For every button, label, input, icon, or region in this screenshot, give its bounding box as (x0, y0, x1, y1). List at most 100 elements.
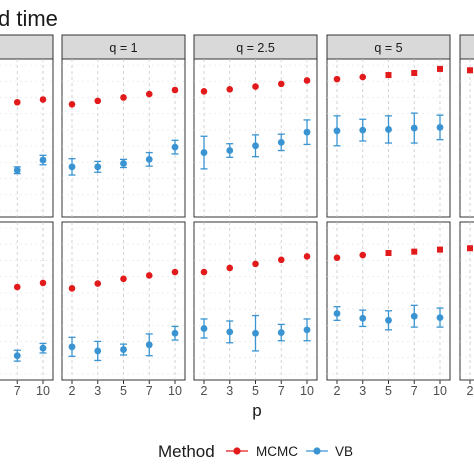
mcmc-point (467, 67, 473, 74)
vb-point (200, 149, 208, 156)
mcmc-point (94, 97, 102, 105)
mcmc-point (385, 250, 392, 256)
x-tick-label: 10 (36, 384, 50, 398)
vb-point (226, 328, 234, 336)
legend-key-vb (306, 447, 328, 455)
mcmc-point (39, 279, 47, 287)
mcmc-point (437, 65, 443, 72)
vb-point (200, 325, 208, 332)
vb-point (359, 314, 367, 322)
vb-point (359, 126, 367, 134)
vb-point (13, 166, 21, 174)
mcmc-point (68, 285, 76, 292)
vb-point (120, 160, 127, 167)
vb-point (145, 341, 153, 349)
facet-strip-label: q = 1 (109, 41, 137, 55)
vb-point (333, 127, 341, 135)
x-tick-label: 5 (120, 384, 127, 398)
mcmc-point (171, 86, 179, 94)
chart-title: d time (0, 6, 58, 31)
x-tick-label: 2 (69, 384, 76, 398)
mcmc-point (411, 248, 418, 255)
mcmc-point (277, 256, 285, 264)
vb-point (120, 346, 127, 353)
x-tick-label: 10 (300, 384, 314, 398)
vb-point (145, 155, 153, 163)
vb-point (277, 138, 285, 146)
vb-point (39, 344, 47, 352)
x-tick-label: 10 (433, 384, 447, 398)
x-tick-label: 7 (146, 384, 153, 398)
vb-point (303, 128, 311, 136)
panel-frame (0, 58, 54, 218)
vb-point (252, 142, 259, 150)
vb-point (39, 156, 47, 164)
x-tick-label: 7 (411, 384, 418, 398)
mcmc-point (171, 268, 179, 276)
mcmc-point (200, 268, 208, 276)
vb-point (385, 316, 392, 324)
vb-point (436, 314, 444, 321)
vb-point (277, 329, 285, 336)
legend-label-mcmc: MCMC (256, 444, 298, 459)
x-tick-label: 7 (14, 384, 21, 398)
mcmc-point (252, 83, 259, 90)
x-tick-label: 10 (168, 384, 182, 398)
x-tick-label: 2 (201, 384, 208, 398)
mcmc-point (120, 275, 127, 283)
vb-point (68, 343, 76, 351)
vb-point (171, 329, 179, 337)
vb-point (436, 124, 444, 131)
vb-point (226, 147, 234, 154)
facet-strip (326, 34, 451, 60)
legend-title: Method (158, 442, 215, 461)
vb-point (303, 326, 311, 334)
mcmc-point (437, 246, 443, 253)
x-tick-label: 7 (278, 384, 285, 398)
mcmc-point (39, 96, 47, 103)
x-axis-label: p (252, 401, 261, 420)
facet-strip (459, 34, 474, 60)
mcmc-point (333, 75, 341, 83)
x-tick-label: 3 (359, 384, 366, 398)
panels: .5q = 1q = 2.5q = 5235710235710235710710… (0, 34, 474, 398)
mcmc-point (226, 86, 234, 93)
mcmc-point (145, 272, 153, 279)
mcmc-point (467, 245, 473, 252)
mcmc-point (411, 70, 418, 76)
legend-label-vb: VB (335, 444, 353, 459)
x-tick-label: 3 (226, 384, 233, 398)
vb-point (94, 347, 102, 355)
mcmc-point (94, 280, 102, 287)
mcmc-point (252, 260, 259, 268)
mcmc-point (359, 251, 367, 259)
vb-point (94, 163, 102, 171)
panel-frame (459, 58, 474, 218)
vb-point (13, 352, 21, 360)
mcmc-point (226, 264, 234, 272)
x-tick-label: 2 (467, 384, 474, 398)
vb-point (333, 310, 341, 317)
vb-point (171, 143, 179, 151)
mcmc-point (303, 77, 311, 84)
mcmc-point (13, 98, 21, 106)
mcmc-point (68, 100, 76, 108)
x-tick-label: 3 (94, 384, 101, 398)
mcmc-point (200, 88, 208, 95)
facet-strip (61, 34, 186, 60)
x-tick-label: 5 (385, 384, 392, 398)
panel-frame (0, 221, 54, 381)
mcmc-point (359, 73, 367, 81)
vb-point (385, 126, 392, 133)
mcmc-point (277, 80, 285, 88)
facet-strip-label: q = 2.5 (236, 41, 275, 55)
mcmc-point (303, 253, 311, 260)
mcmc-point (333, 254, 341, 262)
panel-frame (459, 221, 474, 381)
facet-strip-label: q = 5 (374, 41, 402, 55)
mcmc-point (120, 94, 127, 101)
x-tick-label: 2 (334, 384, 341, 398)
vb-point (410, 312, 418, 320)
vb-point (252, 329, 259, 337)
